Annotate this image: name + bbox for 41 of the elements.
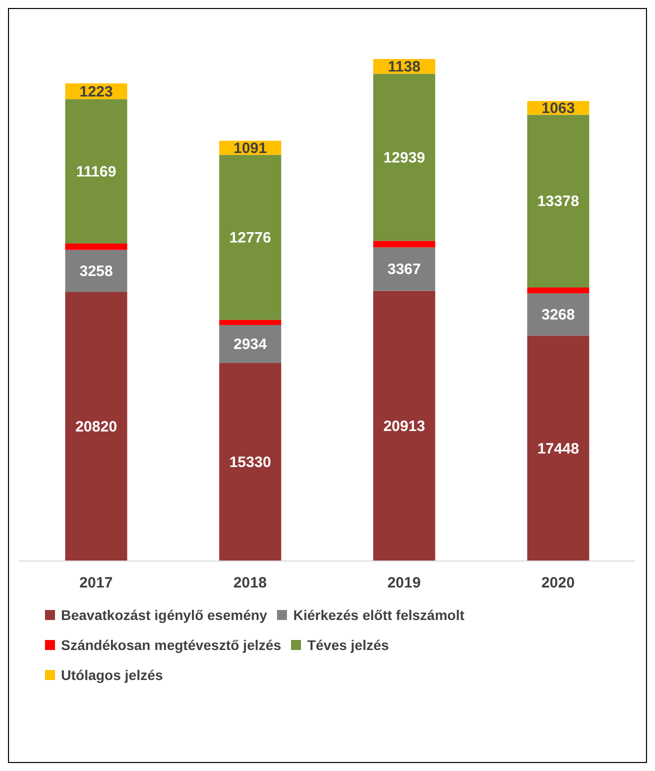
bar	[527, 336, 590, 561]
bar	[527, 114, 590, 288]
bar	[373, 240, 436, 248]
bar	[219, 325, 282, 363]
bar	[373, 74, 436, 241]
legend-label: Kiérkezés előtt felszámolt	[293, 607, 464, 623]
data-label: 2934	[234, 336, 268, 353]
x-tick-label: 2020	[541, 574, 575, 592]
legend-label: Téves jelzés	[307, 637, 389, 653]
data-label: 20913	[383, 418, 426, 435]
data-label: 17448	[537, 440, 580, 458]
data-label: 1063	[542, 100, 575, 117]
legend-label: Utólagos jelzés	[61, 667, 163, 683]
data-label: 15330	[229, 454, 272, 471]
bar	[65, 292, 128, 561]
x-tick-label: 2019	[387, 574, 421, 592]
data-label: 20820	[75, 418, 118, 436]
bar	[65, 243, 128, 250]
bar	[219, 320, 282, 326]
data-label: 11169	[76, 163, 116, 180]
bar	[219, 154, 282, 320]
data-label: 13378	[537, 193, 580, 210]
bar	[65, 250, 128, 292]
data-label: 3258	[80, 262, 113, 280]
legend-label: Beavatkozást igénylő esemény	[61, 607, 268, 623]
x-tick-label: 2017	[79, 574, 113, 592]
bar	[373, 290, 436, 561]
x-tick-label: 2018	[233, 574, 267, 592]
bar	[527, 293, 590, 336]
data-label: 12939	[383, 149, 426, 166]
bar	[373, 247, 436, 291]
bar	[219, 362, 282, 561]
data-label: 3268	[542, 306, 575, 324]
data-label: 1091	[234, 140, 267, 157]
legend-label: Szándékosan megtévesztő jelzés	[61, 637, 282, 653]
bar	[527, 288, 590, 294]
data-label: 12776	[229, 229, 272, 246]
bar	[65, 99, 128, 244]
data-label: 3367	[388, 261, 421, 278]
data-label: 1138	[388, 58, 420, 76]
data-label: 1223	[80, 83, 113, 100]
